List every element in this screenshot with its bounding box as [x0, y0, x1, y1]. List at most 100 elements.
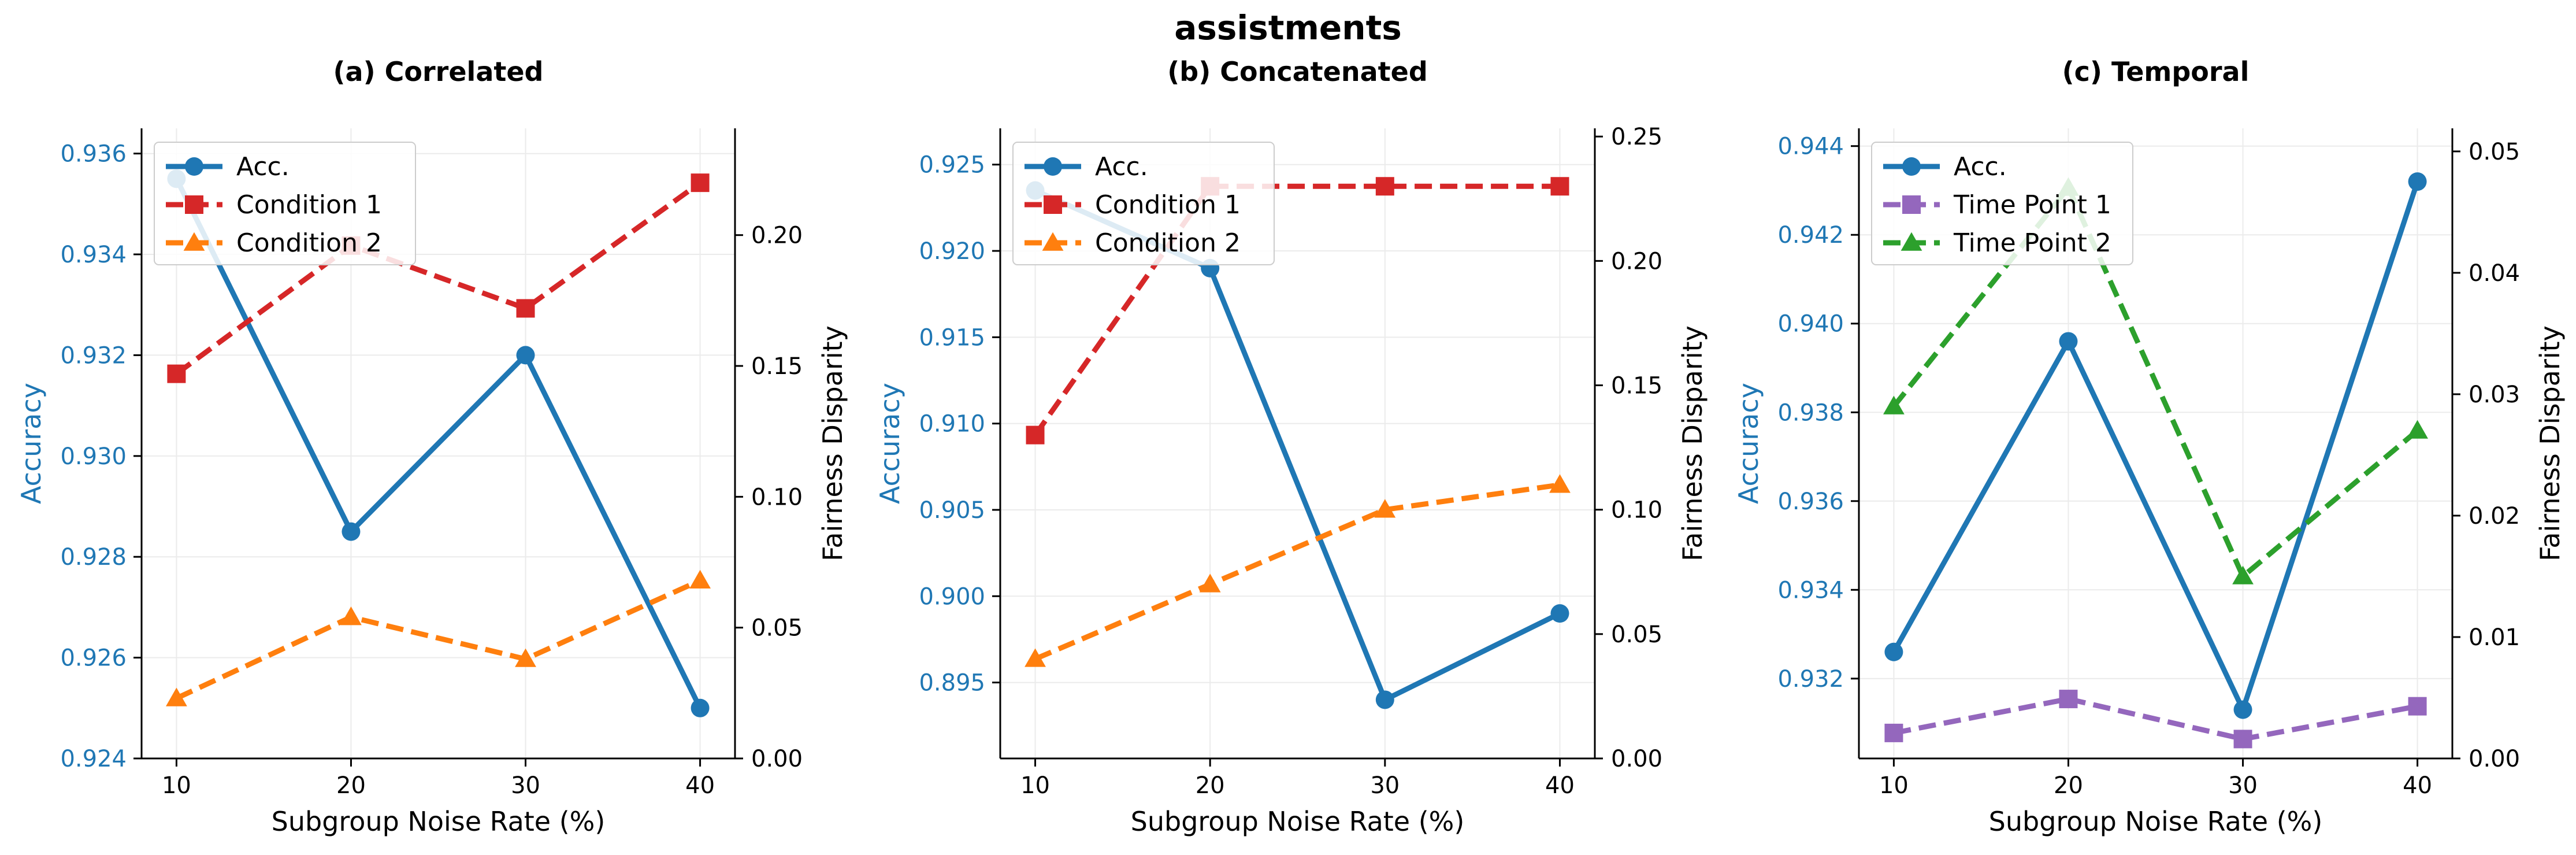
- y-tick-label: 0.944: [1777, 134, 1844, 160]
- data-point: [689, 569, 711, 588]
- y2-tick-label: 0.01: [2469, 624, 2520, 651]
- y2-tick-label: 0.03: [2469, 382, 2520, 408]
- y2-tick-label: 0.20: [751, 223, 803, 249]
- x-tick-label: 10: [1879, 772, 1909, 799]
- charts-container: 10 20 30 40 0.924 0.926 0.928 0.930 0.932 0.934 0.…: [16, 56, 2566, 837]
- x-axis-label: Subgroup Noise Rate (%): [1989, 806, 2323, 837]
- y-tick-label: 0.940: [1777, 311, 1844, 338]
- data-point: [2232, 565, 2254, 584]
- series-acc-: [1884, 172, 2427, 719]
- y2-axis-label: Fairness Disparity: [817, 325, 848, 561]
- y-axis-label: Accuracy: [1733, 383, 1764, 504]
- data-point: [2233, 700, 2252, 719]
- y-tick-label: 0.926: [60, 645, 127, 672]
- data-point: [1375, 690, 1394, 709]
- data-point: [166, 687, 187, 706]
- x-axis-label: Subgroup Noise Rate (%): [1131, 806, 1465, 837]
- legend-box: [1012, 142, 1275, 265]
- y2-tick-label: 0.04: [2469, 260, 2520, 287]
- grid: [1000, 128, 1595, 758]
- legend-swatch-marker: [1044, 157, 1062, 176]
- data-point: [1374, 499, 1396, 518]
- data-point: [1375, 177, 1394, 196]
- y-tick-label: 0.910: [919, 411, 985, 438]
- y-tick-label: 0.936: [60, 141, 127, 168]
- x-tick-label: 30: [511, 772, 540, 799]
- series-line: [1891, 180, 2420, 713]
- series-line: [175, 180, 702, 376]
- y2-tick-label: 0.20: [1611, 248, 1662, 275]
- y-tick-label: 0.932: [60, 342, 127, 369]
- legend-swatch-marker: [1902, 157, 1921, 176]
- y2-tick-label: 0.25: [1611, 124, 1662, 150]
- series-condition-2: [1025, 474, 1571, 667]
- data-point: [1884, 642, 1903, 661]
- y-tick-label: 0.915: [919, 324, 985, 351]
- y2-tick-label: 0.10: [751, 484, 803, 510]
- x-tick-label: 40: [1545, 772, 1575, 799]
- data-point: [1199, 573, 1221, 593]
- data-point: [691, 698, 710, 717]
- figure-title: assistments: [1174, 8, 1402, 47]
- chart-title: (c) Temporal: [2062, 56, 2250, 87]
- y2-tick-label: 0.00: [1611, 746, 1662, 772]
- series-line: [1034, 482, 1561, 662]
- chart-title: (a) Correlated: [333, 56, 544, 87]
- y-axis-label: Accuracy: [874, 383, 905, 504]
- x-tick-label: 10: [162, 772, 191, 799]
- x-axis-label: Subgroup Noise Rate (%): [272, 806, 606, 837]
- chart-panel-1: 10 20 30 40 0.924 0.926 0.928 0.930 0.932 0.934 0.…: [16, 56, 848, 837]
- y-tick-label: 0.924: [60, 746, 127, 772]
- y2-axis-label: Fairness Disparity: [2534, 325, 2566, 561]
- data-point: [515, 648, 536, 667]
- legend-box: [1871, 142, 2133, 265]
- y2-tick-label: 0.00: [751, 746, 803, 772]
- chart-panel-3: 10 20 30 40 0.932 0.934 0.936 0.938 0.940 0.942 0.…: [1733, 56, 2566, 837]
- data-point: [2059, 332, 2078, 351]
- data-point: [2408, 697, 2427, 716]
- legend-label: Condition 1: [1095, 190, 1241, 220]
- x-tick-label: 40: [685, 772, 715, 799]
- series-time-point-1: [1884, 690, 2427, 749]
- x-tick-label: 10: [1020, 772, 1050, 799]
- x-tick-label: 30: [2228, 772, 2258, 799]
- data-point: [516, 346, 535, 365]
- x-tick-label: 20: [1196, 772, 1225, 799]
- data-point: [1884, 723, 1903, 742]
- y-tick-label: 0.925: [919, 152, 985, 179]
- x-tick-label: 40: [2403, 772, 2432, 799]
- y-tick-label: 0.930: [60, 443, 127, 470]
- series-line: [175, 578, 701, 701]
- legend-swatch-marker: [185, 157, 203, 176]
- legend-swatch-marker: [185, 195, 203, 214]
- data-point: [1549, 474, 1571, 493]
- y-tick-label: 0.938: [1777, 399, 1844, 426]
- series-line: [1891, 185, 2419, 579]
- x-tick-label: 30: [1370, 772, 1400, 799]
- y2-tick-label: 0.05: [2469, 139, 2520, 165]
- data-point: [2059, 690, 2078, 709]
- data-point: [1026, 425, 1045, 445]
- y-tick-label: 0.934: [60, 242, 127, 268]
- y2-tick-label: 0.02: [2469, 503, 2520, 530]
- y-tick-label: 0.905: [919, 497, 985, 524]
- series-line: [1893, 696, 2418, 742]
- legend-swatch-marker: [1901, 232, 1922, 251]
- series-condition-2: [166, 569, 711, 706]
- y2-axis-label: Fairness Disparity: [1677, 325, 1708, 561]
- y-tick-label: 0.895: [919, 670, 985, 697]
- legend: Acc. Condition 1 Condition 2: [154, 142, 416, 265]
- y2-tick-label: 0.05: [751, 615, 803, 642]
- chart-panel-2: 10 20 30 40 0.895 0.900 0.905 0.910 0.915 0.920 0.…: [874, 56, 1708, 837]
- series-line: [174, 177, 703, 709]
- x-tick-label: 20: [336, 772, 366, 799]
- data-point: [1550, 177, 1569, 196]
- y-tick-label: 0.934: [1777, 577, 1844, 604]
- legend-label: Time Point 2: [1953, 228, 2111, 258]
- data-point: [1550, 604, 1569, 623]
- y-tick-label: 0.942: [1777, 222, 1844, 249]
- data-point: [167, 364, 186, 383]
- y-tick-label: 0.920: [919, 238, 985, 265]
